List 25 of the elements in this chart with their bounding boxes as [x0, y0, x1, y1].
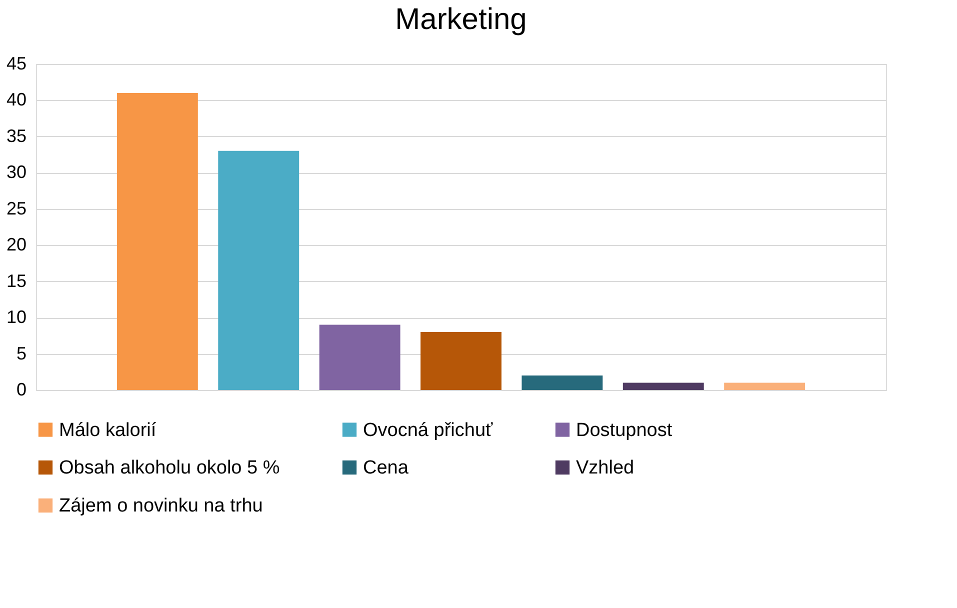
- legend-label: Málo kalorií: [59, 420, 157, 441]
- legend-label: Zájem o novinku na trhu: [59, 496, 263, 516]
- y-tick-label: 5: [16, 343, 26, 364]
- bar: [420, 332, 502, 390]
- y-tick-label: 15: [6, 270, 26, 291]
- legend-label: Obsah alkoholu okolo 5 %: [59, 458, 280, 478]
- y-tick-label: 20: [6, 234, 26, 255]
- bar: [218, 150, 300, 390]
- legend-label: Vzhled: [576, 458, 634, 478]
- legend-label: Ovocná přichuť: [363, 420, 494, 441]
- y-tick-label: 45: [6, 54, 26, 74]
- legend-label: Dostupnost: [576, 420, 673, 441]
- y-tick-label: 0: [16, 380, 26, 400]
- bar: [622, 382, 704, 390]
- y-tick-label: 35: [6, 126, 26, 146]
- bar: [724, 382, 806, 390]
- bar: [116, 92, 198, 390]
- y-tick-label: 25: [6, 198, 26, 218]
- legend-label: Cena: [363, 458, 409, 478]
- chart-title: Marketing: [395, 3, 527, 36]
- bar: [319, 324, 400, 390]
- y-tick-label: 10: [6, 307, 26, 328]
- y-tick-label: 30: [6, 162, 26, 182]
- y-tick-label: 40: [6, 90, 26, 110]
- bar: [522, 376, 603, 390]
